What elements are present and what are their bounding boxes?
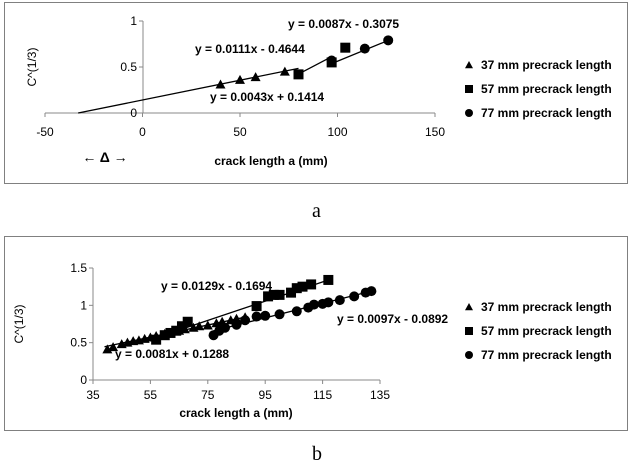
data-point-circle xyxy=(308,299,319,310)
legend-marker-circle xyxy=(465,109,473,117)
legend-label: 57 mm precrack length xyxy=(481,82,612,96)
data-point-square xyxy=(159,330,170,341)
data-point-circle xyxy=(240,315,251,326)
data-point-circle xyxy=(334,295,345,306)
trendline-equation: y = 0.0081x + 0.1288 xyxy=(115,347,229,361)
data-point-square xyxy=(293,69,304,80)
data-point-square xyxy=(176,321,187,332)
legend-marker-square xyxy=(465,85,473,93)
y-axis-label: C^(1/3) xyxy=(12,305,26,344)
data-point-square xyxy=(171,325,182,336)
data-point-square xyxy=(151,334,162,345)
trendline-equation: y = 0.0087x - 0.3075 xyxy=(288,17,399,31)
data-point-square xyxy=(251,301,262,312)
y-axis-label: C^(1/3) xyxy=(25,48,39,87)
trendline xyxy=(78,67,299,114)
data-point-square xyxy=(165,327,176,338)
x-axis-label: crack length a (mm) xyxy=(214,154,327,168)
legend-label: 37 mm precrack length xyxy=(481,58,612,72)
data-point-triangle xyxy=(108,342,119,352)
y-tick-label: 1 xyxy=(130,14,137,28)
data-point-circle xyxy=(323,297,334,308)
x-tick-label: 115 xyxy=(313,388,332,402)
data-point-triangle xyxy=(215,79,226,89)
legend-marker-triangle xyxy=(465,61,473,69)
data-point-square xyxy=(297,281,308,292)
data-point-square xyxy=(306,279,317,290)
data-point-triangle xyxy=(194,321,205,331)
x-tick-label: 0 xyxy=(139,125,146,139)
caption-a: a xyxy=(312,200,321,222)
x-tick-label: 135 xyxy=(370,388,390,402)
chart-a-svg: -50 0 50 100 150 0 0.5 1 crack length a (mm) C^(1… xyxy=(25,14,612,168)
legend-label: 77 mm precrack length xyxy=(481,106,612,120)
data-point-square xyxy=(182,316,193,327)
data-point-circle xyxy=(359,43,370,54)
data-point-square xyxy=(268,289,279,300)
data-point-circle xyxy=(366,286,377,297)
data-point-circle xyxy=(326,55,337,66)
x-tick-label: 55 xyxy=(144,388,158,402)
data-point-circle xyxy=(220,322,231,333)
trendline-equation: y = 0.0129x - 0.1694 xyxy=(161,279,272,293)
y-tick-label: 0.5 xyxy=(70,336,87,350)
data-point-circle xyxy=(274,309,285,320)
x-tick-label: 95 xyxy=(259,388,273,402)
trendline-equation: y = 0.0043x + 0.1414 xyxy=(210,90,324,104)
data-point-circle xyxy=(383,35,394,46)
data-point-square xyxy=(291,283,302,294)
chart-panel-a: -50 0 50 100 150 0 0.5 1 crack length a (mm) C^(1… xyxy=(4,2,628,184)
y-tick-label: 1 xyxy=(80,298,87,312)
x-tick-label: 75 xyxy=(201,388,215,402)
legend-label: 57 mm precrack length xyxy=(481,324,612,338)
data-point-circle xyxy=(231,319,242,330)
x-tick-label: 100 xyxy=(327,125,347,139)
chart-panel-b: 35 55 75 95 115 135 0 0.5 1 1.5 crack length a (mm… xyxy=(4,236,628,431)
trendline-equation: y = 0.0111x - 0.4644 xyxy=(195,42,305,56)
y-tick-label: 1.5 xyxy=(70,261,87,275)
data-point-circle xyxy=(349,291,360,302)
y-tick-label: 0.5 xyxy=(120,60,137,74)
data-point-triangle xyxy=(279,66,290,76)
data-point-circle xyxy=(260,310,271,321)
trendline xyxy=(298,56,332,75)
data-point-square xyxy=(286,287,297,298)
trendline-equation: y = 0.0097x - 0.0892 xyxy=(337,312,448,326)
x-axis-label: crack length a (mm) xyxy=(179,406,292,420)
chart-b-svg: 35 55 75 95 115 135 0 0.5 1 1.5 crack length a (mm… xyxy=(12,261,612,420)
data-point-triangle xyxy=(235,74,245,84)
legend-marker-circle xyxy=(465,351,473,359)
data-point-square xyxy=(274,289,285,300)
data-point-circle xyxy=(291,306,302,317)
data-point-square xyxy=(340,42,351,53)
legend-label: 37 mm precrack length xyxy=(481,300,612,314)
delta-annotation: ← Δ → xyxy=(82,149,127,165)
trendline xyxy=(331,39,389,65)
x-tick-label: 150 xyxy=(425,125,445,139)
x-tick-label: 35 xyxy=(86,388,100,402)
data-point-triangle xyxy=(250,72,261,82)
caption-b: b xyxy=(312,443,322,465)
data-point-square xyxy=(263,291,274,302)
legend-marker-triangle xyxy=(465,303,473,311)
legend-label: 77 mm precrack length xyxy=(481,348,612,362)
x-tick-label: -50 xyxy=(36,125,54,139)
y-tick-label: 0 xyxy=(130,106,137,120)
data-point-triangle xyxy=(202,320,213,330)
data-point-circle xyxy=(251,311,262,322)
x-tick-label: 50 xyxy=(233,125,247,139)
legend-marker-square xyxy=(465,327,473,335)
y-tick-label: 0 xyxy=(80,373,87,387)
data-point-square xyxy=(323,274,334,285)
